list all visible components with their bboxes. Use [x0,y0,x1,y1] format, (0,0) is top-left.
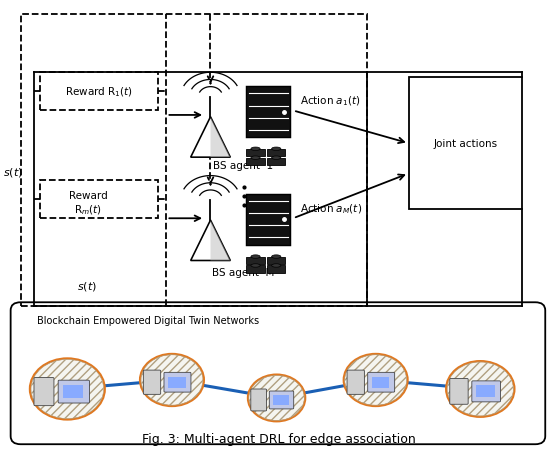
FancyBboxPatch shape [267,149,285,157]
Circle shape [30,359,105,419]
FancyBboxPatch shape [164,373,191,392]
FancyBboxPatch shape [267,158,285,166]
FancyBboxPatch shape [371,377,389,388]
Text: BS agent  1: BS agent 1 [214,161,274,170]
Text: Action $a_M(t)$: Action $a_M(t)$ [300,202,363,216]
FancyBboxPatch shape [269,391,294,409]
Text: R$_m$$(t)$: R$_m$$(t)$ [74,202,102,216]
Ellipse shape [272,264,281,267]
Ellipse shape [251,156,260,160]
FancyBboxPatch shape [347,370,364,395]
FancyBboxPatch shape [246,194,290,246]
Polygon shape [211,117,230,158]
Ellipse shape [251,255,260,259]
FancyBboxPatch shape [472,381,500,402]
Ellipse shape [272,156,281,160]
FancyBboxPatch shape [246,158,265,166]
Circle shape [446,361,514,417]
FancyBboxPatch shape [251,389,266,411]
FancyBboxPatch shape [168,377,186,388]
Ellipse shape [251,264,260,267]
FancyBboxPatch shape [11,303,545,444]
FancyBboxPatch shape [246,87,290,138]
FancyBboxPatch shape [368,373,395,392]
Text: Fig. 3: Multi-agent DRL for edge association: Fig. 3: Multi-agent DRL for edge associa… [142,432,416,445]
FancyBboxPatch shape [34,377,54,406]
Text: Action $a_1(t)$: Action $a_1(t)$ [300,94,361,108]
Text: $s(t)$: $s(t)$ [77,280,97,293]
FancyBboxPatch shape [246,266,265,273]
FancyBboxPatch shape [246,257,265,264]
Text: Joint actions: Joint actions [433,139,497,149]
Circle shape [248,375,305,421]
Polygon shape [191,117,230,158]
FancyBboxPatch shape [409,78,522,210]
FancyBboxPatch shape [267,257,285,264]
Circle shape [140,354,204,406]
FancyBboxPatch shape [267,266,285,273]
Polygon shape [211,221,230,261]
Ellipse shape [251,148,260,151]
FancyBboxPatch shape [273,395,289,405]
Text: Reward: Reward [68,190,107,200]
Polygon shape [191,221,230,261]
FancyBboxPatch shape [476,386,495,397]
FancyBboxPatch shape [143,370,161,395]
FancyBboxPatch shape [450,379,468,405]
Circle shape [344,354,408,406]
Ellipse shape [272,148,281,151]
FancyBboxPatch shape [58,380,90,403]
Ellipse shape [272,255,281,259]
Text: Reward R$_1$$(t)$: Reward R$_1$$(t)$ [65,85,133,99]
Text: BS agent  M: BS agent M [212,267,275,277]
Text: $s(t)$: $s(t)$ [3,165,23,178]
Text: Blockchain Empowered Digital Twin Networks: Blockchain Empowered Digital Twin Networ… [37,316,259,326]
FancyBboxPatch shape [62,385,83,398]
FancyBboxPatch shape [246,149,265,157]
